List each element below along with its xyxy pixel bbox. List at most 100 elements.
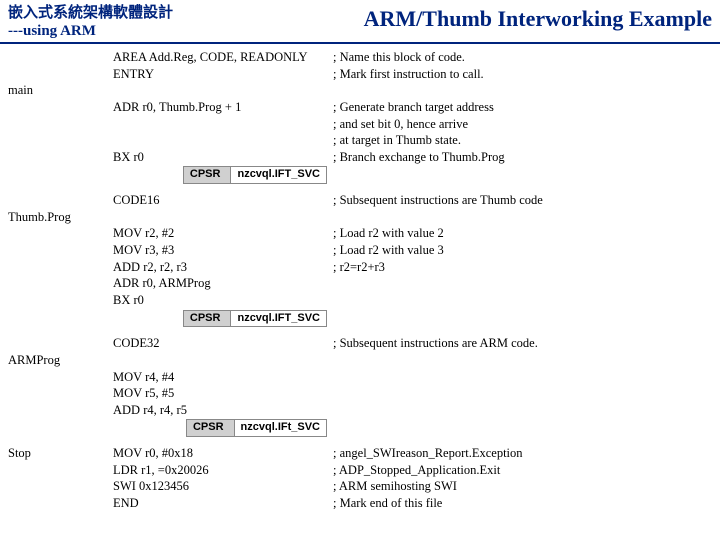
instruction-cell xyxy=(113,210,333,226)
instruction-cell: MOV r4, #4 xyxy=(113,370,333,386)
comment-cell: ; Mark end of this file xyxy=(333,496,712,512)
comment-cell: ; ADP_Stopped_Application.Exit xyxy=(333,463,712,479)
comment-cell xyxy=(333,210,712,226)
label-cell xyxy=(8,193,113,209)
cpsr-label: CPSR xyxy=(186,419,235,437)
label-cell xyxy=(8,276,113,292)
code-row: SWI 0x123456; ARM semihosting SWI xyxy=(8,479,712,495)
cpsr-value: nzcvql.IFT_SVC xyxy=(231,310,327,328)
label-cell xyxy=(8,166,113,184)
code-row: MOV r2, #2; Load r2 with value 2 xyxy=(8,226,712,242)
cpsr-cell: CPSRnzcvql.IFt_SVC xyxy=(113,419,333,437)
label-cell xyxy=(8,419,113,437)
comment-cell: ; Mark first instruction to call. xyxy=(333,67,712,83)
instruction-cell xyxy=(113,83,333,99)
instruction-cell: ADR r0, Thumb.Prog + 1 xyxy=(113,100,333,116)
cpsr-value: nzcvql.IFT_SVC xyxy=(231,166,327,184)
cpsr-row: CPSRnzcvql.IFt_SVC xyxy=(8,419,712,437)
label-cell xyxy=(8,310,113,328)
instruction-cell: ADR r0, ARMProg xyxy=(113,276,333,292)
code-row: AREA Add.Reg, CODE, READONLY; Name this … xyxy=(8,50,712,66)
header-title-zh: 嵌入式系統架構軟體設計 xyxy=(8,4,173,22)
comment-cell: ; and set bit 0, hence arrive xyxy=(333,117,712,133)
comment-cell: ; r2=r2+r3 xyxy=(333,260,712,276)
label-cell xyxy=(8,336,113,352)
label-cell xyxy=(8,100,113,116)
label-cell xyxy=(8,496,113,512)
code-row: CODE16; Subsequent instructions are Thum… xyxy=(8,193,712,209)
code-row: CODE32; Subsequent instructions are ARM … xyxy=(8,336,712,352)
label-cell xyxy=(8,370,113,386)
label-cell xyxy=(8,133,113,149)
spacer xyxy=(8,185,712,193)
comment-cell xyxy=(333,276,712,292)
header-right: ARM/Thumb Interworking Example xyxy=(364,4,712,32)
instruction-cell: LDR r1, =0x20026 xyxy=(113,463,333,479)
instruction-cell: CODE16 xyxy=(113,193,333,209)
instruction-cell: BX r0 xyxy=(113,150,333,166)
code-row: BX r0 xyxy=(8,293,712,309)
label-cell xyxy=(8,479,113,495)
label-cell: Stop xyxy=(8,446,113,462)
instruction-cell: ADD r4, r4, r5 xyxy=(113,403,333,419)
code-row: ; at target in Thumb state. xyxy=(8,133,712,149)
instruction-cell: AREA Add.Reg, CODE, READONLY xyxy=(113,50,333,66)
comment-cell: ; at target in Thumb state. xyxy=(333,133,712,149)
label-cell xyxy=(8,226,113,242)
comment-cell xyxy=(333,83,712,99)
comment-cell: ; Generate branch target address xyxy=(333,100,712,116)
code-row: MOV r3, #3; Load r2 with value 3 xyxy=(8,243,712,259)
instruction-cell: CODE32 xyxy=(113,336,333,352)
label-cell xyxy=(8,243,113,259)
spacer xyxy=(8,438,712,446)
instruction-cell: ENTRY xyxy=(113,67,333,83)
code-row: main xyxy=(8,83,712,99)
cpsr-cell: CPSRnzcvql.IFT_SVC xyxy=(113,310,333,328)
header-subtitle: ---using ARM xyxy=(8,22,173,40)
label-cell xyxy=(8,463,113,479)
label-cell xyxy=(8,260,113,276)
cpsr-label: CPSR xyxy=(183,310,232,328)
label-cell xyxy=(8,150,113,166)
comment-cell xyxy=(333,370,712,386)
instruction-cell: MOV r2, #2 xyxy=(113,226,333,242)
cpsr-value: nzcvql.IFt_SVC xyxy=(235,419,327,437)
label-cell xyxy=(8,403,113,419)
comment-cell: ; Name this block of code. xyxy=(333,50,712,66)
code-row: Thumb.Prog xyxy=(8,210,712,226)
instruction-cell: BX r0 xyxy=(113,293,333,309)
code-row: ; and set bit 0, hence arrive xyxy=(8,117,712,133)
code-row: StopMOV r0, #0x18; angel_SWIreason_Repor… xyxy=(8,446,712,462)
comment-cell xyxy=(333,403,712,419)
instruction-cell: MOV r5, #5 xyxy=(113,386,333,402)
slide-header: 嵌入式系統架構軟體設計 ---using ARM ARM/Thumb Inter… xyxy=(0,0,720,44)
comment-cell: ; Subsequent instructions are ARM code. xyxy=(333,336,712,352)
header-left: 嵌入式系統架構軟體設計 ---using ARM xyxy=(8,4,173,40)
comment-cell xyxy=(333,353,712,369)
comment-cell: ; ARM semihosting SWI xyxy=(333,479,712,495)
comment-cell xyxy=(333,386,712,402)
code-row: MOV r4, #4 xyxy=(8,370,712,386)
comment-cell xyxy=(333,293,712,309)
comment-cell: ; Load r2 with value 2 xyxy=(333,226,712,242)
cpsr-label: CPSR xyxy=(183,166,232,184)
code-row: ADD r4, r4, r5 xyxy=(8,403,712,419)
instruction-cell: ADD r2, r2, r3 xyxy=(113,260,333,276)
instruction-cell: END xyxy=(113,496,333,512)
instruction-cell: MOV r3, #3 xyxy=(113,243,333,259)
label-cell: ARMProg xyxy=(8,353,113,369)
label-cell xyxy=(8,293,113,309)
instruction-cell xyxy=(113,353,333,369)
instruction-cell xyxy=(113,117,333,133)
label-cell xyxy=(8,386,113,402)
code-row: ARMProg xyxy=(8,353,712,369)
comment-cell: ; Subsequent instructions are Thumb code xyxy=(333,193,712,209)
code-row: END; Mark end of this file xyxy=(8,496,712,512)
label-cell: main xyxy=(8,83,113,99)
code-row: ADR r0, ARMProg xyxy=(8,276,712,292)
comment-cell: ; angel_SWIreason_Report.Exception xyxy=(333,446,712,462)
code-row: ENTRY; Mark first instruction to call. xyxy=(8,67,712,83)
cpsr-row: CPSRnzcvql.IFT_SVC xyxy=(8,166,712,184)
code-row: BX r0; Branch exchange to Thumb.Prog xyxy=(8,150,712,166)
label-cell: Thumb.Prog xyxy=(8,210,113,226)
